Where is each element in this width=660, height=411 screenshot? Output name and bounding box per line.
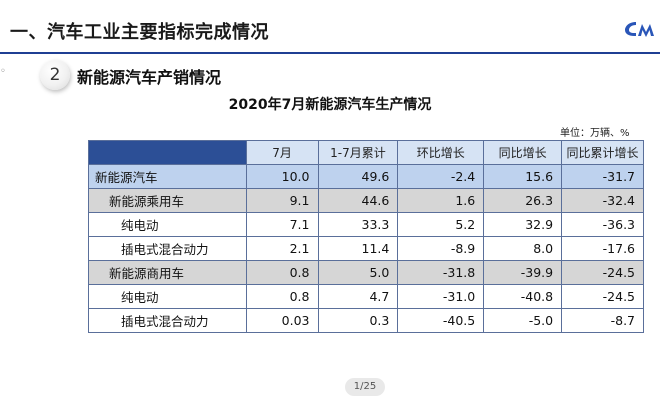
row-category: 插电式混合动力 <box>88 236 247 261</box>
production-table: 7月 1-7月累计 环比增长 同比增长 同比累计增长 新能源汽车 10.0 49.6… <box>88 140 644 333</box>
row-value: -40.8 <box>483 284 563 309</box>
header-yoy-cumulative-growth: 同比累计增长 <box>561 140 644 165</box>
row-value: -24.5 <box>561 284 644 309</box>
row-value: 44.6 <box>317 188 399 213</box>
row-category: 插电式混合动力 <box>88 308 247 333</box>
row-value: 11.4 <box>317 236 399 261</box>
row-value: -31.8 <box>397 260 485 285</box>
unit-note: 单位：万辆、% <box>560 128 630 139</box>
row-value: -32.4 <box>561 188 644 213</box>
row-category: 新能源商用车 <box>88 260 247 285</box>
row-value: -36.3 <box>561 212 644 237</box>
page-title: 一、汽车工业主要指标完成情况 <box>10 22 269 43</box>
row-value: 2.1 <box>245 236 319 261</box>
row-value: -17.6 <box>561 236 644 261</box>
row-value: -2.4 <box>397 164 485 189</box>
title-divider <box>0 52 660 54</box>
row-value: 26.3 <box>483 188 563 213</box>
table-row: 插电式混合动力 0.03 0.3 -40.5 -5.0 -8.7 <box>88 308 644 333</box>
row-value: 5.2 <box>397 212 485 237</box>
row-value: 0.3 <box>317 308 399 333</box>
row-value: -39.9 <box>483 260 563 285</box>
row-value: 0.8 <box>245 260 319 285</box>
row-category: 新能源乘用车 <box>88 188 247 213</box>
row-value: 0.8 <box>245 284 319 309</box>
section-title: 新能源汽车产销情况 <box>77 68 222 87</box>
row-category: 纯电动 <box>88 284 247 309</box>
row-value: 32.9 <box>483 212 563 237</box>
section-number-badge: 2 <box>40 60 70 90</box>
header-mom-growth: 环比增长 <box>397 140 485 165</box>
header-cumulative: 1-7月累计 <box>317 140 399 165</box>
page-indicator: 1/25 <box>345 378 385 396</box>
header-month: 7月 <box>245 140 319 165</box>
table-row: 纯电动 0.8 4.7 -31.0 -40.8 -24.5 <box>88 284 644 309</box>
row-value: 5.0 <box>317 260 399 285</box>
row-category: 新能源汽车 <box>88 164 247 189</box>
row-value: 0.03 <box>245 308 319 333</box>
row-value: 9.1 <box>245 188 319 213</box>
table-row: 新能源乘用车 9.1 44.6 1.6 26.3 -32.4 <box>88 188 644 213</box>
edge-mark-icon: ◦ <box>0 66 6 77</box>
row-value: 7.1 <box>245 212 319 237</box>
table-header-row: 7月 1-7月累计 环比增长 同比增长 同比累计增长 <box>88 140 644 165</box>
header-corner <box>88 140 247 165</box>
table-title: 2020年7月新能源汽车生产情况 <box>228 97 432 113</box>
header-yoy-growth: 同比增长 <box>483 140 563 165</box>
table-row: 纯电动 7.1 33.3 5.2 32.9 -36.3 <box>88 212 644 237</box>
row-value: 1.6 <box>397 188 485 213</box>
row-value: 33.3 <box>317 212 399 237</box>
row-value: -40.5 <box>397 308 485 333</box>
row-value: 8.0 <box>483 236 563 261</box>
row-value: -5.0 <box>483 308 563 333</box>
table-row: 新能源汽车 10.0 49.6 -2.4 15.6 -31.7 <box>88 164 644 189</box>
slide-header: 一、汽车工业主要指标完成情况 CM <box>0 0 660 54</box>
row-category: 纯电动 <box>88 212 247 237</box>
table-row: 新能源商用车 0.8 5.0 -31.8 -39.9 -24.5 <box>88 260 644 285</box>
row-value: 4.7 <box>317 284 399 309</box>
table-row: 插电式混合动力 2.1 11.4 -8.9 8.0 -17.6 <box>88 236 644 261</box>
row-value: -31.0 <box>397 284 485 309</box>
row-value: -8.7 <box>561 308 644 333</box>
row-value: 10.0 <box>245 164 319 189</box>
row-value: -8.9 <box>397 236 485 261</box>
row-value: 49.6 <box>317 164 399 189</box>
cm-logo: CM <box>625 22 654 37</box>
row-value: -24.5 <box>561 260 644 285</box>
row-value: 15.6 <box>483 164 563 189</box>
row-value: -31.7 <box>561 164 644 189</box>
